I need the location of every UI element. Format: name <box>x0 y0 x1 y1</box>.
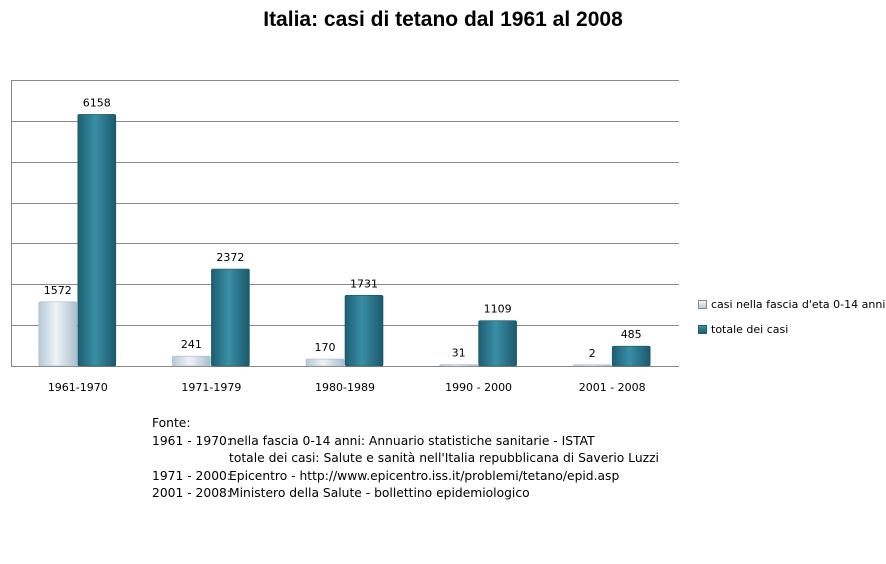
source-row: 1961 - 1970: nella fascia 0-14 anni: Ann… <box>152 433 659 451</box>
source-row: totale dei casi: Salute e sanità nell'It… <box>152 450 659 468</box>
bar-total <box>611 345 651 367</box>
source-period: 2001 - 2008: <box>152 486 231 500</box>
chart-title: Italia: casi di tetano dal 1961 al 2008 <box>263 8 623 31</box>
bar-children <box>439 364 478 367</box>
x-tick-label: 1980-1989 <box>315 381 375 394</box>
source-period: 1961 - 1970: <box>152 433 231 448</box>
legend-swatch-total <box>698 324 707 334</box>
data-label: 1731 <box>350 277 378 290</box>
bar-total <box>478 320 517 367</box>
x-tick-label: 1990 - 2000 <box>445 381 512 394</box>
source-text: Epicentro - http://www.epicentro.iss.it/… <box>229 468 620 483</box>
data-label: 1572 <box>44 284 72 297</box>
data-label: 2 <box>589 347 596 360</box>
bar-total <box>77 114 117 367</box>
source-notes: Fonte: 1961 - 1970: nella fascia 0-14 an… <box>152 415 659 503</box>
source-text: nella fascia 0-14 anni: Annuario statist… <box>229 433 595 448</box>
legend-label-total: totale dei casi <box>711 322 789 336</box>
bar-children <box>305 358 345 367</box>
data-label: 1109 <box>484 303 512 316</box>
bar-children <box>572 364 612 367</box>
source-row: 2001 - 2008: Ministero della Salute - bo… <box>152 485 659 503</box>
x-tick-label: 2001 - 2008 <box>579 381 646 394</box>
x-tick-label: 1961-1970 <box>48 381 108 394</box>
legend-item-children: casi nella fascia d'eta 0-14 anni <box>698 296 885 312</box>
x-tick-label: 1971-1979 <box>181 381 241 394</box>
bar-total <box>211 268 250 367</box>
legend-item-total: totale dei casi <box>698 321 885 337</box>
legend: casi nella fascia d'eta 0-14 anni totale… <box>698 296 885 346</box>
legend-label-children: casi nella fascia d'eta 0-14 anni <box>711 297 886 311</box>
source-heading: Fonte: <box>152 416 191 430</box>
source-text: Ministero della Salute - bollettino epid… <box>229 486 530 500</box>
legend-swatch-children <box>698 299 707 309</box>
data-label: 2372 <box>216 251 244 264</box>
bar-total <box>344 294 384 367</box>
bar-children <box>172 355 211 367</box>
source-period <box>152 450 229 468</box>
bar-children <box>38 301 78 367</box>
source-row: 1971 - 2000: Epicentro - http://www.epic… <box>152 468 659 486</box>
source-text: totale dei casi: Salute e sanità nell'It… <box>229 451 659 465</box>
data-label: 170 <box>315 341 336 354</box>
data-label: 485 <box>621 328 642 341</box>
source-period: 1971 - 2000: <box>152 468 231 483</box>
data-label: 6158 <box>83 96 111 109</box>
data-label: 31 <box>452 347 466 360</box>
data-label: 241 <box>181 338 202 351</box>
